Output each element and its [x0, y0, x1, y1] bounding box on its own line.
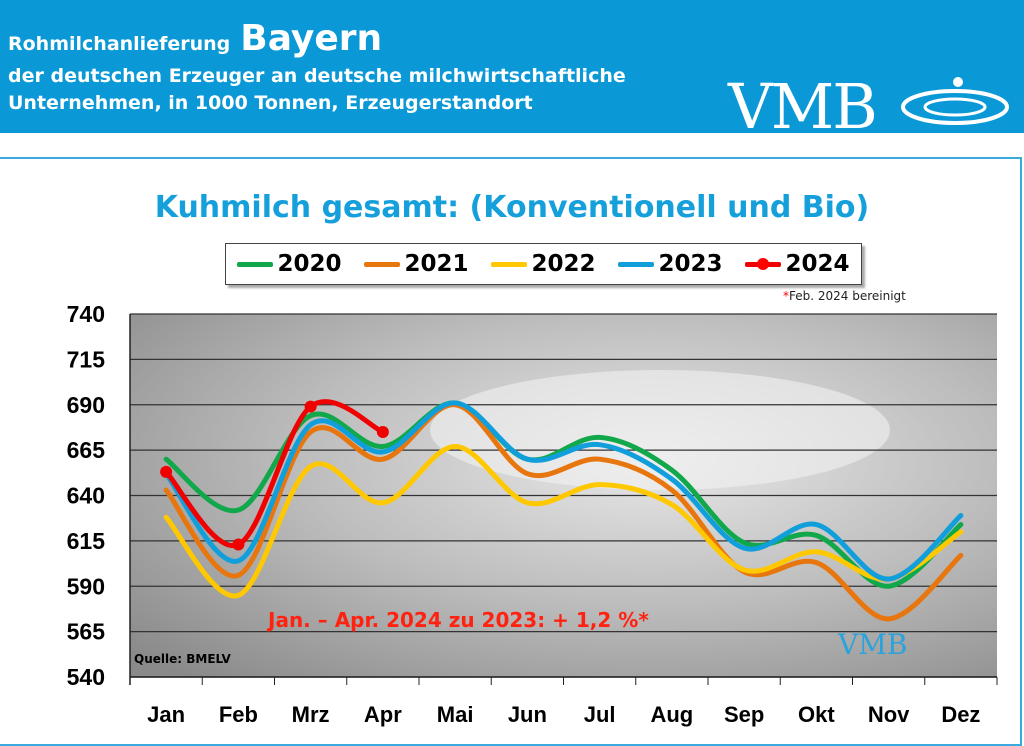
legend-item-2020: 2020: [237, 251, 342, 277]
x-tick-label: Okt: [798, 702, 835, 727]
legend-marker: [757, 257, 770, 270]
legend-label: 2021: [404, 251, 469, 277]
legend: 2020 2021 2022 2023 2024: [225, 243, 862, 285]
legend-swatch: [618, 261, 655, 267]
legend-swatch: [491, 261, 528, 267]
footnote: *Feb. 2024 bereinigt: [783, 289, 906, 303]
x-tick-label: Dez: [941, 702, 980, 727]
legend-swatch: [745, 257, 782, 270]
data-point-2024: [232, 538, 245, 551]
y-tick-label: 690: [67, 392, 105, 418]
legend-item-2023: 2023: [618, 251, 723, 277]
y-tick-label: 590: [67, 573, 105, 599]
y-tick-label: 640: [67, 483, 105, 509]
y-tick-label: 665: [67, 437, 106, 463]
legend-swatch: [237, 261, 274, 267]
source-label: Quelle: BMELV: [134, 652, 231, 666]
series-line-2021: [163, 402, 964, 622]
legend-item-2022: 2022: [491, 251, 596, 277]
legend-swatch: [364, 261, 401, 267]
region-name: Bayern: [240, 18, 383, 59]
x-tick-label: Jun: [508, 702, 547, 727]
y-tick-label: 715: [67, 346, 106, 372]
legend-label: 2023: [658, 251, 723, 277]
x-tick-label: Jul: [584, 702, 616, 727]
series-line-2023: [163, 400, 964, 582]
x-tick-label: Feb: [219, 702, 258, 727]
x-tick-label: Mrz: [292, 702, 330, 727]
drop-ripple-icon: [901, 77, 1009, 125]
x-tick-label: Aug: [650, 702, 693, 727]
series-line-2022: [163, 443, 964, 599]
legend-label: 2024: [785, 251, 850, 277]
legend-label: 2022: [531, 251, 596, 277]
header-banner: Rohmilchanlieferung Bayern der deutschen …: [0, 0, 1024, 143]
x-tick-label: Nov: [868, 702, 910, 727]
x-tick-label: Apr: [364, 702, 402, 727]
legend-item-2021: 2021: [364, 251, 469, 277]
x-tick-label: Jan: [147, 702, 185, 727]
x-tick-label: Mai: [437, 702, 474, 727]
vmb-watermark-logo: VMB: [838, 628, 908, 661]
y-tick-label: 540: [67, 664, 105, 690]
chart-title: Kuhmilch gesamt: (Konventionell und Bio): [154, 190, 870, 225]
y-tick-label: 740: [67, 301, 105, 327]
data-point-2024: [304, 400, 317, 413]
y-tick-label: 565: [67, 619, 106, 645]
header-line1: Rohmilchanlieferung Bayern: [8, 18, 383, 59]
data-point-2024: [376, 425, 389, 438]
legend-item-2024: 2024: [745, 251, 850, 277]
legend-label: 2020: [277, 251, 342, 277]
data-point-2024: [160, 465, 173, 478]
annotation: Jan. – Apr. 2024 zu 2023: + 1,2 %*: [268, 608, 649, 632]
x-tick-label: Sep: [724, 702, 764, 727]
vmb-logo: VMB: [728, 70, 878, 143]
header-line2: der deutschen Erzeuger an deutsche milch…: [8, 65, 626, 87]
series-line-2024: [163, 399, 386, 549]
header-line3: Unternehmen, in 1000 Tonnen, Erzeugersta…: [8, 92, 533, 114]
y-tick-label: 615: [67, 528, 106, 554]
